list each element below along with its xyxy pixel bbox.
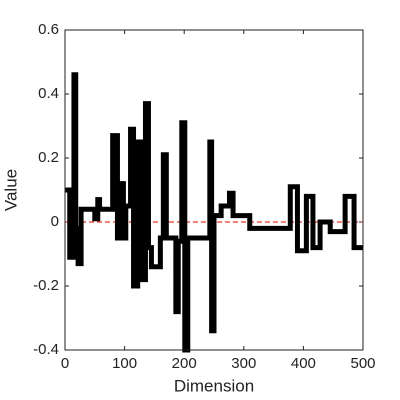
y-tick-label: 0.6 — [38, 21, 59, 38]
x-tick-label: 300 — [231, 355, 256, 372]
y-tick-label: 0.4 — [38, 85, 59, 102]
step-line — [65, 72, 363, 353]
y-tick-label: 0.2 — [38, 149, 59, 166]
x-tick-label: 500 — [350, 355, 375, 372]
y-tick-label: -0.4 — [33, 341, 59, 358]
x-tick-label: 100 — [112, 355, 137, 372]
x-tick-label: 0 — [61, 355, 69, 372]
x-axis-label: Dimension — [174, 376, 254, 395]
y-axis-label: Value — [1, 169, 20, 211]
x-tick-label: 400 — [291, 355, 316, 372]
y-tick-label: 0 — [51, 213, 59, 230]
axes-box — [64, 29, 364, 351]
x-tick-label: 200 — [172, 355, 197, 372]
y-tick-label: -0.2 — [33, 277, 59, 294]
